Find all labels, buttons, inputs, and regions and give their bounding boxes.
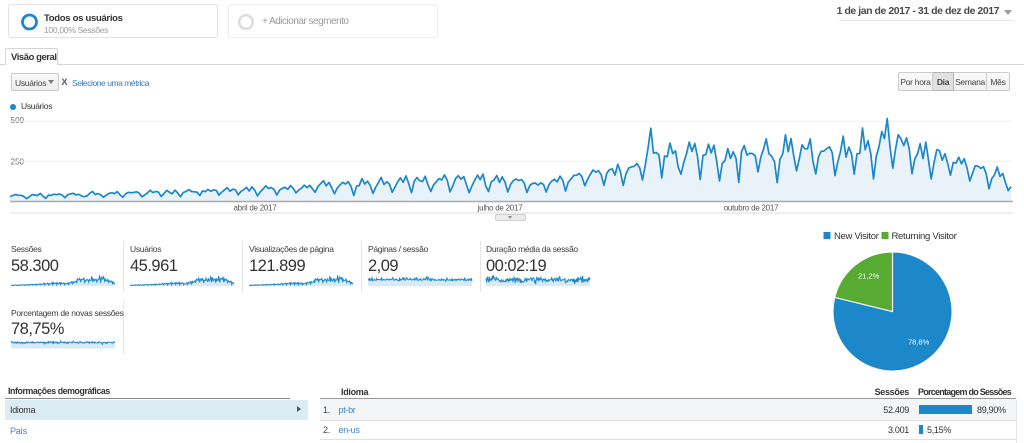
svg-text:78,8%: 78,8% [908, 338, 930, 347]
svg-text:250: 250 [11, 158, 25, 167]
svg-text:500: 500 [11, 116, 25, 125]
svg-text:outubro de 2017: outubro de 2017 [724, 204, 779, 213]
svg-text:julho de 2017: julho de 2017 [477, 204, 524, 213]
svg-text:abril de 2017: abril de 2017 [233, 204, 277, 213]
svg-text:21,2%: 21,2% [858, 272, 880, 281]
